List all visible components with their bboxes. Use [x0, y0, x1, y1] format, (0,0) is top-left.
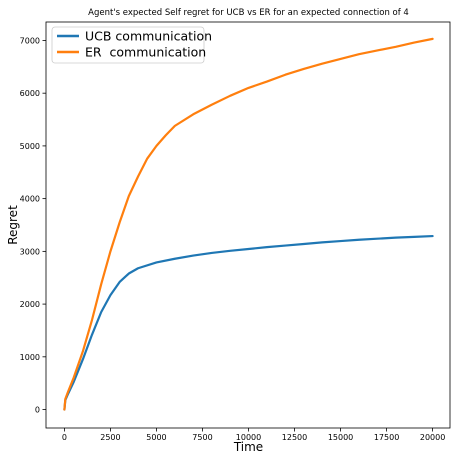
series-line-er	[64, 39, 432, 410]
y-tick-label: 5000	[20, 142, 40, 151]
y-tick-label: 1000	[20, 353, 40, 362]
legend-label-er: ER communication	[85, 45, 206, 60]
y-tick-label: 0	[35, 406, 40, 415]
series-lines	[64, 39, 432, 410]
y-axis-label: Regret	[6, 205, 20, 245]
x-tick-label: 5000	[146, 433, 166, 442]
y-tick-label: 3000	[20, 247, 40, 256]
y-tick-label: 6000	[20, 89, 40, 98]
series-line-ucb	[64, 236, 432, 409]
x-tick-label: 17500	[374, 433, 399, 442]
x-tick-label: 20000	[420, 433, 445, 442]
y-tick-label: 4000	[20, 195, 40, 204]
x-tick-label: 7500	[192, 433, 212, 442]
legend-label-ucb: UCB communication	[85, 29, 212, 44]
x-axis-label: Time	[233, 440, 263, 454]
plot-frame	[46, 22, 450, 428]
x-tick-label: 0	[62, 433, 67, 442]
y-axis-ticks: 0 1000 2000 3000 4000 5000 6000 7000	[20, 36, 46, 414]
x-tick-label: 12500	[282, 433, 307, 442]
x-tick-label: 2500	[100, 433, 120, 442]
x-tick-label: 15000	[328, 433, 353, 442]
plot-area-border	[46, 22, 450, 428]
chart-title: Agent's expected Self regret for UCB vs …	[88, 8, 409, 18]
y-tick-label: 2000	[20, 300, 40, 309]
y-tick-label: 7000	[20, 36, 40, 45]
